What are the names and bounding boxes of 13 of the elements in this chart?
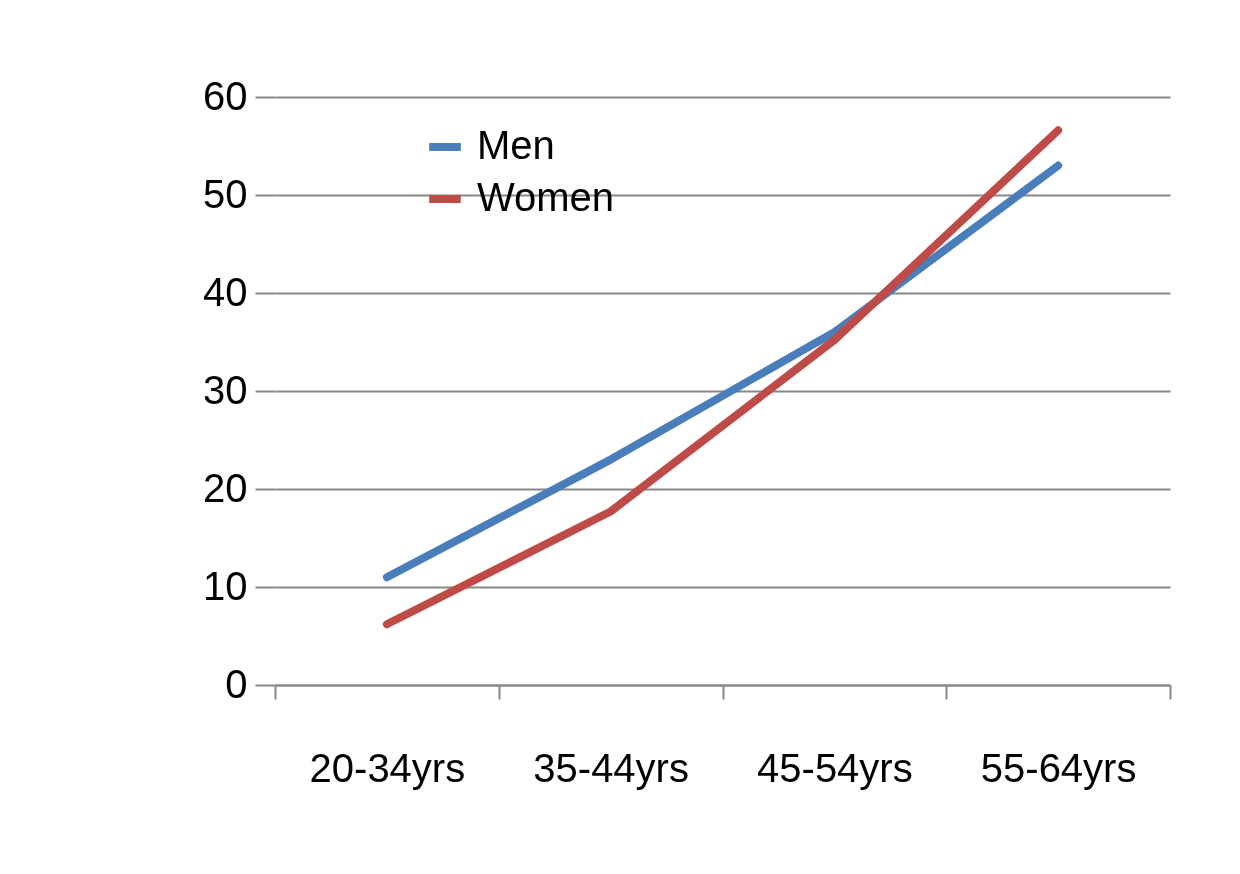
x-tick-label: 35-44yrs — [533, 745, 689, 790]
y-tick-label: 20 — [203, 465, 248, 510]
x-tick-label: 20-34yrs — [309, 745, 466, 790]
x-tick-label: 45-54yrs — [757, 745, 913, 790]
y-tick-label: 10 — [203, 563, 248, 608]
x-tick-label: 55-64yrs — [980, 745, 1137, 790]
y-tick-label: 50 — [203, 171, 248, 216]
y-tick-label: 40 — [203, 269, 248, 314]
y-tick-label: 0 — [225, 661, 248, 706]
y-tick-label: 60 — [203, 73, 248, 118]
legend-label: Men — [477, 123, 555, 167]
y-tick-label: 30 — [203, 367, 248, 412]
legend-label: Women — [477, 175, 615, 219]
